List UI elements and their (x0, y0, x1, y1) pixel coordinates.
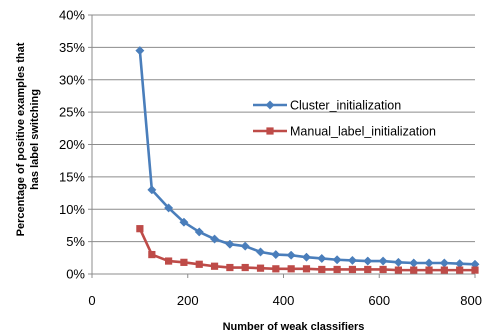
series-group (135, 46, 480, 274)
data-point-0-3 (179, 217, 189, 227)
series-line-0 (138, 50, 476, 266)
legend-item-0: Cluster_initialization (253, 99, 401, 113)
data-point-1-9 (272, 265, 280, 273)
data-point-1-8 (256, 264, 265, 272)
data-point-0-11 (301, 252, 312, 262)
data-point-1-5 (210, 262, 219, 270)
y-tick-label-7: 35% (59, 40, 85, 55)
data-point-0-20 (439, 258, 449, 268)
data-point-0-15 (363, 256, 373, 266)
data-point-0-0 (135, 46, 145, 56)
data-point-1-22 (471, 266, 479, 274)
data-point-0-14 (347, 255, 357, 265)
y-tick-label-8: 40% (59, 8, 85, 23)
data-point-1-7 (241, 263, 249, 272)
data-point-1-20 (440, 266, 448, 274)
data-point-0-7 (240, 241, 250, 251)
data-point-1-4 (195, 260, 203, 268)
data-point-1-14 (348, 265, 357, 274)
series-0 (135, 46, 480, 269)
y-tick-label-6: 30% (59, 72, 85, 87)
x-tick-label-4: 800 (460, 293, 482, 308)
data-point-1-13 (333, 265, 341, 274)
data-point-0-10 (286, 250, 296, 260)
data-point-0-19 (424, 258, 434, 268)
data-point-0-18 (409, 258, 419, 268)
data-point-1-0 (136, 225, 144, 233)
x-tick-label-3: 600 (368, 293, 390, 308)
x-tick-labels: 0 200 400 600 800 (88, 293, 482, 308)
y-tick-labels: 0% 5% 10% 15% 20% 25% 30% 35% 40% (59, 8, 85, 282)
legend-label-0: Cluster_initialization (290, 99, 401, 113)
data-point-0-6 (225, 239, 235, 249)
data-point-0-12 (317, 253, 327, 264)
x-axis-title: Number of weak classifiers (223, 321, 365, 333)
y-tick-label-1: 5% (66, 234, 85, 249)
data-point-1-19 (425, 266, 433, 274)
x-tick-label-1: 200 (177, 293, 199, 308)
y-tick-label-4: 20% (59, 137, 85, 152)
data-point-1-17 (394, 266, 402, 274)
y-axis-title-line-0: Percentage of positive examples that (15, 42, 27, 236)
series-1 (136, 225, 479, 274)
data-point-0-16 (378, 256, 388, 266)
data-point-1-3 (180, 258, 188, 266)
y-tick-label-0: 0% (66, 267, 85, 282)
data-point-1-12 (318, 265, 326, 274)
data-point-1-10 (287, 265, 295, 273)
data-point-1-15 (364, 265, 372, 274)
data-point-0-5 (210, 234, 220, 244)
data-point-0-2 (164, 203, 174, 213)
data-point-1-21 (456, 266, 464, 274)
y-tick-label-3: 15% (59, 169, 85, 184)
data-point-0-9 (271, 250, 281, 260)
x-tick-label-2: 400 (273, 293, 295, 308)
data-point-1-1 (148, 250, 156, 259)
data-point-1-16 (379, 265, 387, 274)
data-point-1-2 (165, 257, 173, 265)
axes (88, 14, 476, 278)
data-point-0-13 (332, 255, 342, 265)
data-point-1-6 (226, 263, 234, 272)
legend-marker-0 (265, 100, 275, 110)
y-tick-label-5: 25% (59, 105, 85, 120)
data-point-0-8 (255, 247, 266, 257)
data-point-0-17 (393, 257, 403, 267)
data-point-0-4 (194, 227, 204, 237)
y-tick-label-2: 10% (59, 202, 85, 217)
gridlines (92, 14, 475, 243)
legend-marker-1 (266, 127, 274, 135)
legend: Cluster_initialization Manual_label_initi… (253, 99, 436, 139)
data-point-0-1 (147, 185, 157, 195)
legend-label-1: Manual_label_initialization (290, 125, 436, 139)
data-point-1-11 (302, 265, 311, 273)
y-axis-title: Percentage of positive examples that has … (15, 42, 41, 236)
data-point-1-18 (410, 266, 418, 274)
x-tick-label-0: 0 (88, 293, 95, 308)
y-axis-title-line-1: has label switching (29, 89, 41, 190)
legend-item-1: Manual_label_initialization (253, 125, 436, 139)
